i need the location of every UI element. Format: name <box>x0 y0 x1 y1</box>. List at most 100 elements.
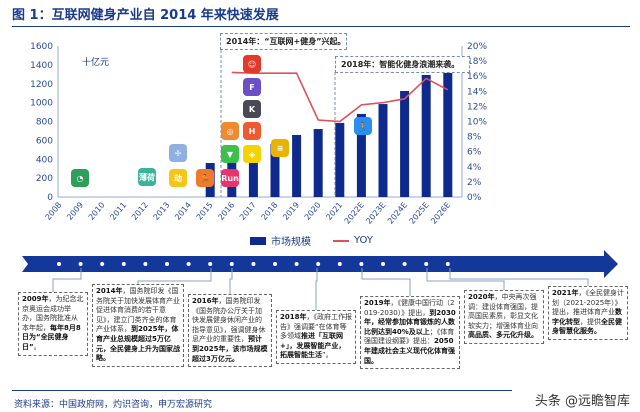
timeline-dot <box>143 262 148 266</box>
title-divider <box>12 26 630 27</box>
timeline-leader <box>229 268 233 294</box>
source-divider <box>12 390 512 391</box>
timeline-leader <box>361 268 411 296</box>
timeline-dot <box>294 262 299 266</box>
note-text: ，提供 <box>580 317 601 326</box>
note-text: ，《健康中国行动（2019-2030）》提出， <box>364 299 455 317</box>
y2-tick-label: 18% <box>467 57 487 67</box>
bar-2024E <box>400 91 410 197</box>
note-text: 每年8月8日为“全民健身日” <box>22 323 81 351</box>
app-icon-fan: ✢ <box>169 144 187 162</box>
bar-2022E <box>356 113 366 197</box>
timeline-leader <box>426 268 505 290</box>
timeline-dot <box>316 262 321 266</box>
y2-tick-label: 12% <box>467 102 487 112</box>
app-icon-yellow-f: ≡ <box>271 139 289 157</box>
timeline-dot <box>165 262 169 266</box>
note-text: 高品质、多元化升级。 <box>468 331 538 340</box>
note-text: ，《政府工作报告》强调要“在体育等多领域 <box>280 313 352 341</box>
timeline-note-2: 2016年，国务院印发《国务院办公厅关于加快发展健身休闲产业的指导意见》，强调健… <box>188 294 272 368</box>
timeline-dot <box>381 262 385 266</box>
timeline-note-5: 2020年，中央再次强调：建设体育强国，提高国民素质，彰显文化软实力；增强体育业… <box>464 290 544 344</box>
timeline-dot <box>359 262 364 266</box>
y2-tick-label: 14% <box>467 87 487 97</box>
app-icon-h: H <box>243 122 261 140</box>
timeline-dot <box>100 262 105 266</box>
y2-tick-label: 6% <box>467 148 482 158</box>
note-text: 到2030年，经常参加体育锻炼的人数比例达到40%及以上 <box>364 308 456 336</box>
timeline-note-3: 2018年，《政府工作报告》强调要“在体育等多领域推进「互联网+」，发展智能产业… <box>276 310 356 364</box>
note-text: ，《全民健身计划（2021-2025年）》提出，推进体育产业 <box>552 289 624 317</box>
note-text: ；《体育强国建设纲要》提出： <box>364 327 455 346</box>
legend-line: YOY <box>333 235 373 246</box>
timeline-dot <box>186 262 191 266</box>
legend-bar: 市场规模 <box>250 233 311 248</box>
note-text: 预计到2025年，该市场规模超过3万亿元。 <box>192 335 268 363</box>
timeline-dot <box>445 262 450 266</box>
app-icon-red-ghost: ☺ <box>243 55 261 73</box>
timeline-dot <box>337 262 342 266</box>
annotation-2018: 2018年：智能化健身浪潮来袭。 <box>335 56 470 73</box>
timeline-dot <box>78 262 83 266</box>
timeline-note-0: 2009年，为纪念北京奥运会成功举办，国务院批准从本年起，每年8月8日为“全民健… <box>18 292 88 356</box>
note-text: 数字化转型 <box>552 308 622 326</box>
app-icon-run: Run <box>221 169 239 187</box>
y-tick-label: 1200 <box>30 80 53 90</box>
app-icon-dong: 动 <box>169 169 187 187</box>
note-text: 全民健身智慧化服务。 <box>552 317 622 336</box>
timeline-dot <box>251 262 256 266</box>
note-text: 2020年 <box>468 293 495 301</box>
note-text: ，国务院印发《国务院关于加快发展体育产业促进体育消费的若干意见》，建立门类齐全的… <box>96 287 180 334</box>
legend-line-swatch <box>333 239 349 242</box>
y-tick-label: 1000 <box>30 99 53 109</box>
note-text: 2009年 <box>22 295 49 303</box>
app-icon-keep: K <box>243 100 261 118</box>
note-text: 2016年 <box>192 297 219 305</box>
timeline-note-4: 2019年，《健康中国行动（2019-2030）》提出，到2030年，经常参加体… <box>360 296 460 370</box>
note-text: 2018年 <box>280 313 307 321</box>
timeline-dot <box>57 262 61 266</box>
note-text: 。 <box>33 342 41 351</box>
bar-2021 <box>335 123 345 197</box>
app-icon-green: ▼ <box>221 145 239 163</box>
y-tick-label: 0 <box>47 193 53 203</box>
timeline-dot <box>229 262 234 266</box>
watermark: 头条 @远瞻智库 <box>534 394 630 409</box>
y-tick-label: 800 <box>36 118 53 128</box>
y2-tick-label: 4% <box>467 163 482 173</box>
timeline-dot <box>121 262 126 266</box>
app-icon-yellow-gem: ◈ <box>243 145 261 163</box>
bar-2023E <box>378 104 388 197</box>
timeline-leader <box>449 268 589 286</box>
timeline-dot <box>273 262 277 266</box>
legend-bar-swatch <box>250 236 266 245</box>
timeline-dot <box>402 262 407 266</box>
y2-tick-label: 8% <box>467 133 482 143</box>
source-note: 资料来源：中国政府网，灼识咨询，申万宏源研究 <box>14 400 213 410</box>
bar-2018 <box>270 143 280 197</box>
app-icon-bohe: 薄荷 <box>138 168 156 186</box>
bar-2025E <box>421 74 431 197</box>
note-text: 2019年 <box>364 299 391 307</box>
bar-2020 <box>313 129 323 197</box>
y2-tick-label: 0% <box>467 193 482 203</box>
note-text: 2050年建成社会主义现代化体育强国。 <box>364 337 455 365</box>
figure-title: 图 1：互联网健身产业自 2014 年来快速发展 <box>12 8 279 23</box>
legend-line-label: YOY <box>354 235 373 246</box>
timeline-leader <box>52 268 82 292</box>
app-icon-f: F <box>243 78 261 96</box>
timeline-leader <box>137 268 212 284</box>
legend: 市场规模 YOY <box>250 233 373 248</box>
y2-tick-label: 16% <box>467 72 487 82</box>
note-text: 到2025年，体育产业总规模超过5万亿元，全民健身上升为国家战略。 <box>96 325 180 363</box>
market-chart: 0 200 400 600 800 1000 1200 1400 1600 0% 2% 4% 6% 8% 1… <box>30 42 487 226</box>
y2-tick-label: 20% <box>467 42 487 52</box>
app-icon-walk: 🚶 <box>354 117 372 135</box>
y2-tick-label: 10% <box>467 118 487 128</box>
app-icon-orange-ring: ◎ <box>221 122 239 140</box>
bar-2019 <box>292 134 302 197</box>
unit-label: 十亿元 <box>82 58 110 68</box>
app-icon-runner: 🏃 <box>196 169 214 187</box>
yoy-line <box>231 71 449 123</box>
note-text: ，中央再次强调：建设体育强国，提高国民素质，彰显文化软实力；增强体育业向 <box>468 293 538 330</box>
